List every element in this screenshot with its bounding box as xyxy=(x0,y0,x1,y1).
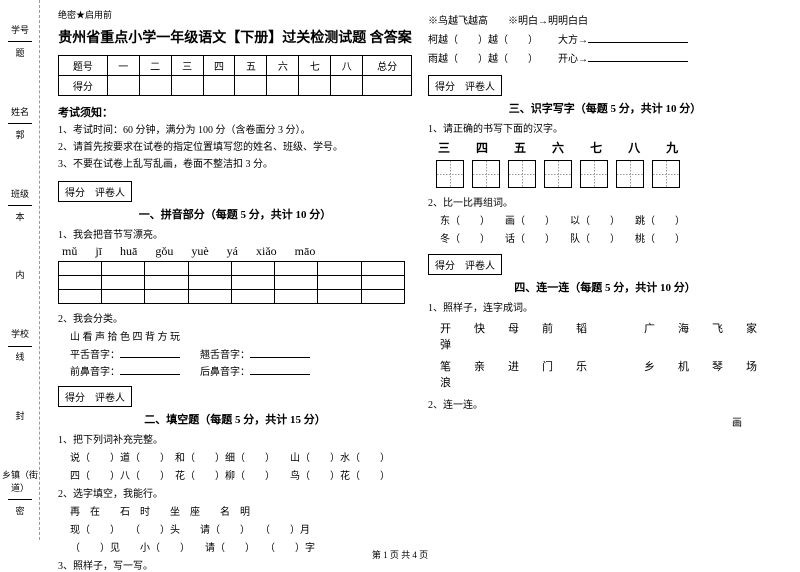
ch-5: 八 xyxy=(628,139,640,156)
notice-title: 考试须知： xyxy=(58,104,412,120)
pinyin-grid xyxy=(58,261,405,304)
section-2-title: 二、填空题（每题 5 分，共计 15 分） xyxy=(58,411,412,427)
page-footer: 第 1 页 共 4 页 xyxy=(0,548,800,561)
hdr-2: 二 xyxy=(139,56,171,76)
q2-r1: 说（ ）道（ ） 和（ ）细（ ） 山（ ）水（ ） xyxy=(70,449,412,464)
grade-box-2: 得分 评卷人 xyxy=(58,386,132,407)
q4-2: 2、连一连。 xyxy=(428,396,782,411)
binding-labels: 学号题 姓名郭 班级本 内 学校线 封 乡镇（街道）密 xyxy=(2,0,38,540)
tian-6 xyxy=(652,160,680,188)
hdr-3: 三 xyxy=(171,56,203,76)
ex1b: ※明白→明明白白 xyxy=(508,12,588,27)
r1b: 大方→ xyxy=(558,31,688,46)
q4-label: 画 xyxy=(428,414,742,429)
py-0: mǔ xyxy=(62,244,77,259)
q1-2: 2、我会分类。 xyxy=(58,310,412,325)
r1a: 柯越（ ）越（ ） xyxy=(428,31,538,46)
ex-row-1: 柯越（ ）越（ ） 大方→ xyxy=(428,31,782,46)
py-5: yá xyxy=(227,244,238,259)
score-table: 题号 一 二 三 四 五 六 七 八 总分 得分 xyxy=(58,55,412,96)
section-4-title: 四、连一连（每题 5 分，共计 10 分） xyxy=(428,279,782,295)
q2-r3: 现（ ） （ ）头 请（ ） （ ）月 xyxy=(70,521,412,536)
tian-3 xyxy=(544,160,572,188)
q4-1: 1、照样子，连字成词。 xyxy=(428,299,782,314)
fill-1: 平舌音字： 翘舌音字： xyxy=(70,346,412,361)
py-7: māo xyxy=(295,244,316,259)
q3-1: 1、请正确的书写下面的汉字。 xyxy=(428,120,782,135)
ch-4: 七 xyxy=(590,139,602,156)
q1-1: 1、我会把音节写漂亮。 xyxy=(58,226,412,241)
hdr-1: 一 xyxy=(107,56,139,76)
q2-r2: 四（ ）八（ ） 花（ ）柳（ ） 鸟（ ）花（ ） xyxy=(70,467,412,482)
ch-1: 四 xyxy=(476,139,488,156)
left-column: 绝密★启用前 贵州省重点小学一年级语文【下册】过关检测试题 含答案 题号 一 二… xyxy=(50,8,420,532)
notice-1: 1、考试时间：60 分钟，满分为 100 分（含卷面分 3 分）。 xyxy=(58,124,412,138)
py-1: jī xyxy=(95,244,102,259)
score-value-row: 得分 xyxy=(59,76,412,96)
ch-6: 九 xyxy=(666,139,678,156)
binding-field-town: 乡镇（街道）密 xyxy=(2,468,38,517)
ex1a: ※鸟越飞越高 xyxy=(428,12,488,27)
section-3-title: 三、识字写字（每题 5 分，共计 10 分） xyxy=(428,100,782,116)
binding-field-xuehao: 学号题 xyxy=(2,23,38,59)
ex-row-2: 雨越（ ）越（ ） 开心→ xyxy=(428,50,782,65)
binding-field-class: 班级本 xyxy=(2,187,38,223)
tian-2 xyxy=(508,160,536,188)
tianzige-row xyxy=(436,160,782,188)
exam-page: 学号题 姓名郭 班级本 内 学校线 封 乡镇（街道）密 绝密★启用前 贵州省重点… xyxy=(0,0,800,540)
ch-2: 五 xyxy=(514,139,526,156)
py-4: yuè xyxy=(191,244,208,259)
notice-3: 3、不要在试卷上乱写乱画，卷面不整洁扣 3 分。 xyxy=(58,158,412,172)
right-column: ※鸟越飞越高 ※明白→明明白白 柯越（ ）越（ ） 大方→ 雨越（ ）越（ ） … xyxy=(420,8,790,532)
hdr-8: 八 xyxy=(331,56,363,76)
q1-2-chars: 山 看 声 拾 色 四 背 方 玩 xyxy=(70,328,412,343)
word-row-1a: 开 快 母 前 韬 广 海 飞 家 弹 xyxy=(440,320,782,352)
q2-1: 1、把下列词补充完整。 xyxy=(58,431,412,446)
hdr-7: 七 xyxy=(299,56,331,76)
pinyin-row: mǔ jī huā gǒu yuè yá xiǎo māo xyxy=(62,244,412,259)
q2-2: 2、选字填空，我能行。 xyxy=(58,485,412,500)
hdr-5: 五 xyxy=(235,56,267,76)
grade-box-4: 得分 评卷人 xyxy=(428,254,502,275)
hdr-0: 题号 xyxy=(59,56,108,76)
binding-mark-feng: 封 xyxy=(2,409,38,422)
content-area: 绝密★启用前 贵州省重点小学一年级语文【下册】过关检测试题 含答案 题号 一 二… xyxy=(40,0,800,540)
hdr-9: 总分 xyxy=(363,56,412,76)
tian-0 xyxy=(436,160,464,188)
binding-field-name: 姓名郭 xyxy=(2,105,38,141)
notice-2: 2、请首先按要求在试卷的指定位置填写您的姓名、班级、学号。 xyxy=(58,141,412,155)
ex-row-0: ※鸟越飞越高 ※明白→明明白白 xyxy=(428,12,782,27)
tian-4 xyxy=(580,160,608,188)
hdr-4: 四 xyxy=(203,56,235,76)
py-3: gǒu xyxy=(155,244,173,259)
q2-chars2: 再 在 石 时 坐 座 名 明 xyxy=(70,503,412,518)
ch-3: 六 xyxy=(552,139,564,156)
hdr-6: 六 xyxy=(267,56,299,76)
grade-box-1: 得分 评卷人 xyxy=(58,181,132,202)
binding-mark-nei: 内 xyxy=(2,268,38,281)
tian-5 xyxy=(616,160,644,188)
section-1-title: 一、拼音部分（每题 5 分，共计 10 分） xyxy=(58,206,412,222)
word-row-1b: 笔 亲 进 门 乐 乡 机 琴 场 浪 xyxy=(440,358,782,390)
ch-0: 三 xyxy=(438,139,450,156)
secret-label: 绝密★启用前 xyxy=(58,8,412,21)
py-6: xiǎo xyxy=(256,244,277,259)
r2a: 雨越（ ）越（ ） xyxy=(428,50,538,65)
binding-field-school: 学校线 xyxy=(2,327,38,363)
q3-r2: 冬（ ） 话（ ） 队（ ） 桃（ ） xyxy=(440,230,782,245)
binding-margin: 学号题 姓名郭 班级本 内 学校线 封 乡镇（街道）密 xyxy=(0,0,40,540)
score-header-row: 题号 一 二 三 四 五 六 七 八 总分 xyxy=(59,56,412,76)
fill-2: 前鼻音字： 后鼻音字： xyxy=(70,363,412,378)
score-label: 得分 xyxy=(59,76,108,96)
grade-box-3: 得分 评卷人 xyxy=(428,75,502,96)
tian-1 xyxy=(472,160,500,188)
q3-r1: 东（ ） 画（ ） 以（ ） 跳（ ） xyxy=(440,212,782,227)
r2b: 开心→ xyxy=(558,50,688,65)
char-row: 三 四 五 六 七 八 九 xyxy=(438,139,782,156)
exam-title: 贵州省重点小学一年级语文【下册】过关检测试题 含答案 xyxy=(58,27,412,47)
py-2: huā xyxy=(120,244,137,259)
q3-2: 2、比一比再组词。 xyxy=(428,194,782,209)
